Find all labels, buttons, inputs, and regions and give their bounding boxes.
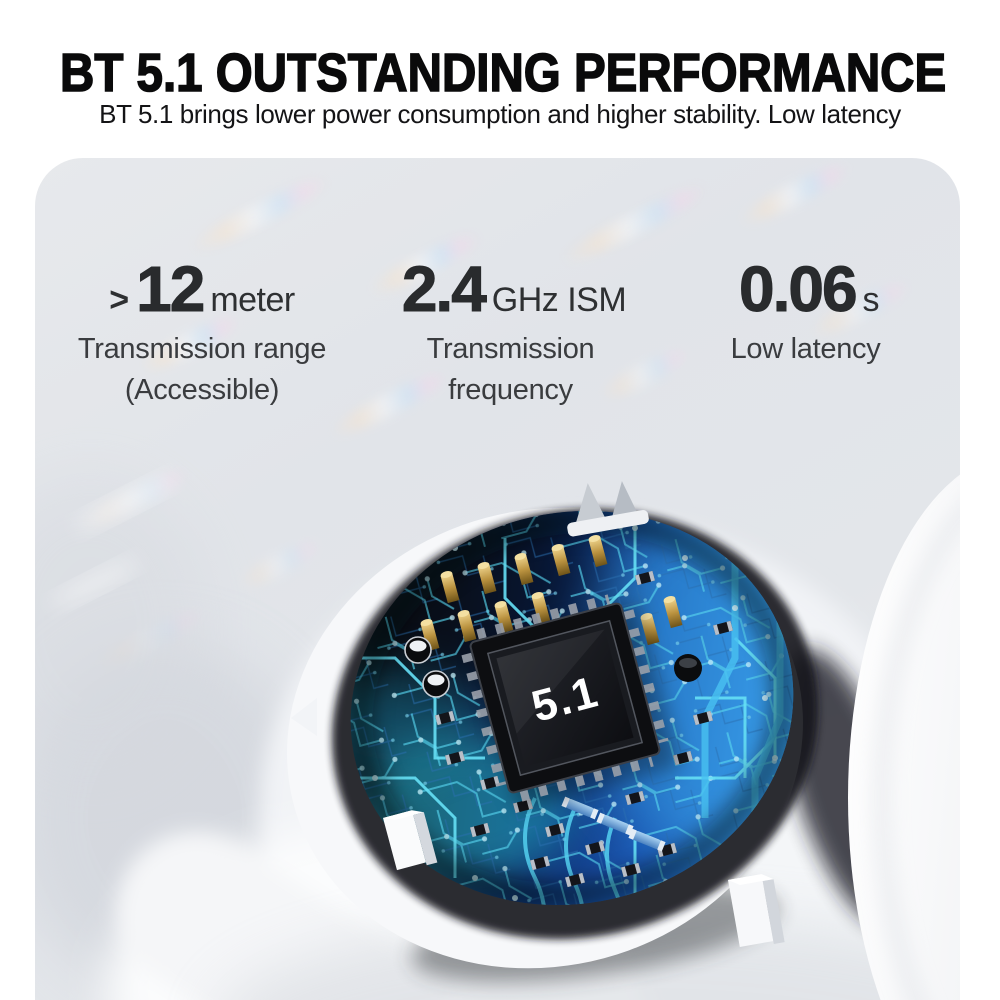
spec-label-line: Transmission <box>426 333 595 365</box>
spec-low-latency: 0.06 s Low latency <box>673 252 938 372</box>
spec-label-line: frequency <box>448 374 573 406</box>
capacitor <box>404 636 432 664</box>
shell-right-front <box>848 474 960 1000</box>
lower-streaks <box>52 476 175 606</box>
spec-columns: > 12 meter Transmission range (Accessibl… <box>35 158 960 1000</box>
spec-panel: 5.1 <box>35 158 960 1000</box>
spec-unit: s <box>862 281 880 319</box>
spec-value: 0.06 <box>738 253 858 326</box>
spec-transmission-range: > 12 meter Transmission range (Accessibl… <box>57 252 347 408</box>
chip-pins <box>461 594 669 802</box>
spec-unit: GHz ISM <box>491 281 627 319</box>
spec-prefix: > <box>109 281 130 319</box>
bt-chip: 5.1 <box>461 594 681 810</box>
spec-value: 12 <box>136 253 206 326</box>
spec-value-row: 2.4 GHz ISM <box>383 252 638 326</box>
capacitor <box>422 670 450 698</box>
shell-tab-right <box>728 874 785 947</box>
shell-tab-left <box>383 810 438 871</box>
blue-inductors <box>561 796 666 852</box>
spec-value: 2.4 <box>401 253 487 326</box>
page-title: BT 5.1 OUTSTANDING PERFORMANCE <box>59 42 947 104</box>
spec-label-line: (Accessible) <box>124 374 280 406</box>
spec-label-line: Low latency <box>730 333 881 365</box>
spec-unit: meter <box>210 281 295 319</box>
page-subtitle: BT 5.1 brings lower power consumption an… <box>99 99 901 129</box>
round-component <box>674 654 702 682</box>
spec-label-line: Transmission range <box>77 333 327 365</box>
shell-tab-top <box>567 481 649 537</box>
spec-transmission-frequency: 2.4 GHz ISM Transmission frequency <box>383 252 638 408</box>
shell-notch-left <box>291 698 317 736</box>
spec-value-row: > 12 meter <box>57 252 347 326</box>
shell-tabs <box>291 481 785 947</box>
earbud-photo: 5.1 <box>35 461 960 1000</box>
spec-value-row: 0.06 s <box>673 252 938 326</box>
